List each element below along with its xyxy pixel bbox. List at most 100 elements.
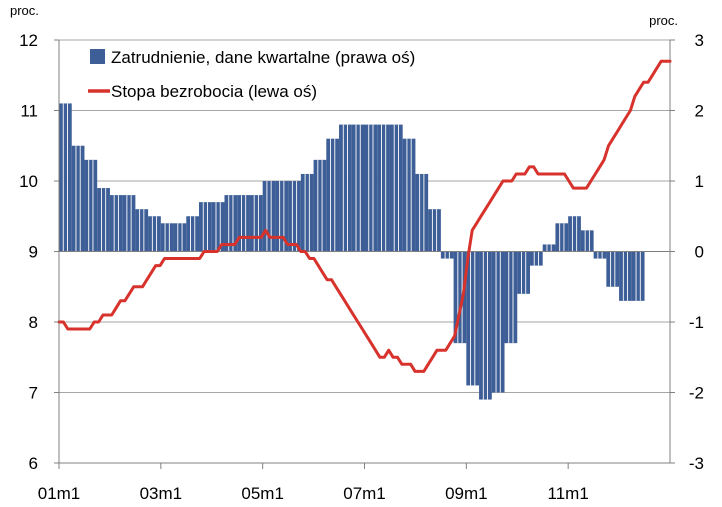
employment-bar bbox=[479, 251, 492, 400]
bar-fill bbox=[262, 181, 276, 252]
left-tick-label: 12 bbox=[19, 31, 38, 50]
legend-label-unemployment: Stopa bezrobocia (lewa oś) bbox=[111, 82, 317, 101]
bar-fill bbox=[173, 223, 187, 252]
employment-bar bbox=[84, 159, 98, 252]
employment-bar bbox=[440, 251, 454, 259]
bar-fill bbox=[224, 195, 238, 252]
bar-fill bbox=[109, 195, 123, 252]
employment-bar bbox=[555, 223, 569, 252]
employment-bar bbox=[71, 145, 85, 252]
bar-fill bbox=[84, 159, 98, 252]
bar-fill bbox=[517, 251, 530, 294]
x-axis-ticks: 01m1 03m1 05m1 07m1 09m1 11m1 bbox=[38, 463, 589, 503]
employment-bar bbox=[466, 251, 480, 386]
left-tick-label: 8 bbox=[29, 313, 38, 332]
bar-fill bbox=[631, 251, 645, 301]
bar-fill bbox=[479, 251, 492, 400]
bar-fill bbox=[199, 202, 212, 252]
employment-bar bbox=[173, 223, 187, 252]
employment-bar bbox=[186, 216, 200, 252]
bar-fill bbox=[428, 209, 441, 252]
bar-fill bbox=[313, 159, 327, 252]
right-tick-label: 3 bbox=[695, 31, 704, 50]
employment-bar bbox=[568, 216, 581, 252]
employment-bar bbox=[402, 138, 416, 252]
bar-fill bbox=[300, 173, 314, 252]
bar-fill bbox=[351, 124, 365, 252]
bar-fill bbox=[529, 251, 543, 266]
bar-fill bbox=[160, 223, 174, 252]
right-tick-label: -2 bbox=[689, 384, 704, 403]
bar-fill bbox=[606, 251, 620, 287]
employment-bar bbox=[135, 209, 149, 252]
employment-bar bbox=[389, 124, 403, 252]
employment-bar bbox=[160, 223, 174, 252]
bar-fill bbox=[339, 124, 352, 252]
left-tick-label: 9 bbox=[29, 243, 38, 262]
left-tick-label: 6 bbox=[29, 454, 38, 473]
employment-bar bbox=[262, 181, 276, 252]
employment-bar bbox=[97, 188, 110, 252]
employment-bar bbox=[580, 230, 594, 252]
employment-bar bbox=[593, 251, 607, 259]
right-tick-label: 2 bbox=[695, 102, 704, 121]
bar-fill bbox=[186, 216, 200, 252]
bar-fill bbox=[122, 195, 136, 252]
employment-bar bbox=[122, 195, 136, 252]
employment-bar bbox=[313, 159, 327, 252]
left-tick-label: 7 bbox=[29, 384, 38, 403]
bar-fill bbox=[466, 251, 480, 386]
employment-bar bbox=[339, 124, 352, 252]
right-tick-label: -1 bbox=[689, 313, 704, 332]
bar-fill bbox=[568, 216, 581, 252]
x-tick-label: 11m1 bbox=[548, 484, 589, 503]
left-axis-ticks: 6 7 8 9 10 11 12 bbox=[19, 31, 59, 473]
bar-fill bbox=[593, 251, 607, 259]
bar-fill bbox=[415, 173, 429, 252]
employment-bar bbox=[199, 202, 212, 252]
bar-fill bbox=[59, 103, 72, 252]
employment-bar bbox=[415, 173, 429, 252]
bar-fill bbox=[555, 223, 569, 252]
employment-bar bbox=[237, 195, 250, 252]
bar-fill bbox=[440, 251, 454, 259]
legend-swatch-employment bbox=[90, 49, 105, 64]
bar-fill bbox=[97, 188, 110, 252]
axes bbox=[58, 40, 671, 464]
bar-fill bbox=[148, 216, 161, 252]
employment-bar bbox=[300, 173, 314, 252]
right-axis-ticks: -3 -2 -1 0 1 2 3 bbox=[670, 31, 704, 473]
x-tick-label: 01m1 bbox=[38, 484, 81, 503]
left-tick-label: 10 bbox=[19, 172, 38, 191]
employment-bar bbox=[606, 251, 620, 287]
employment-bar bbox=[211, 202, 225, 252]
bar-fill bbox=[211, 202, 225, 252]
bar-fill bbox=[364, 124, 378, 252]
employment-bar bbox=[249, 195, 263, 252]
x-tick-label: 07m1 bbox=[343, 484, 386, 503]
employment-bar bbox=[224, 195, 238, 252]
employment-bar bbox=[517, 251, 530, 294]
bar-fill bbox=[402, 138, 416, 252]
bar-fill bbox=[580, 230, 594, 252]
bar-fill bbox=[542, 244, 556, 252]
unemployment-line bbox=[57, 59, 672, 373]
employment-bar bbox=[504, 251, 518, 344]
bar-fill bbox=[326, 138, 340, 252]
bar-fill bbox=[389, 124, 403, 252]
x-tick-label: 05m1 bbox=[241, 484, 284, 503]
left-axis-unit: proc. bbox=[10, 3, 39, 18]
bar-fill bbox=[288, 181, 301, 252]
bar-fill bbox=[491, 251, 505, 393]
right-tick-label: -3 bbox=[689, 454, 704, 473]
x-tick-label: 09m1 bbox=[445, 484, 488, 503]
employment-bar bbox=[148, 216, 161, 252]
employment-bar bbox=[491, 251, 505, 393]
bar-fill bbox=[71, 145, 85, 252]
bar-fill bbox=[135, 209, 149, 252]
employment-bar bbox=[631, 251, 645, 301]
employment-bar bbox=[59, 103, 72, 252]
legend: Zatrudnienie, dane kwartalne (prawa oś) … bbox=[88, 48, 415, 101]
employment-bar bbox=[529, 251, 543, 266]
left-tick-label: 11 bbox=[20, 102, 38, 121]
